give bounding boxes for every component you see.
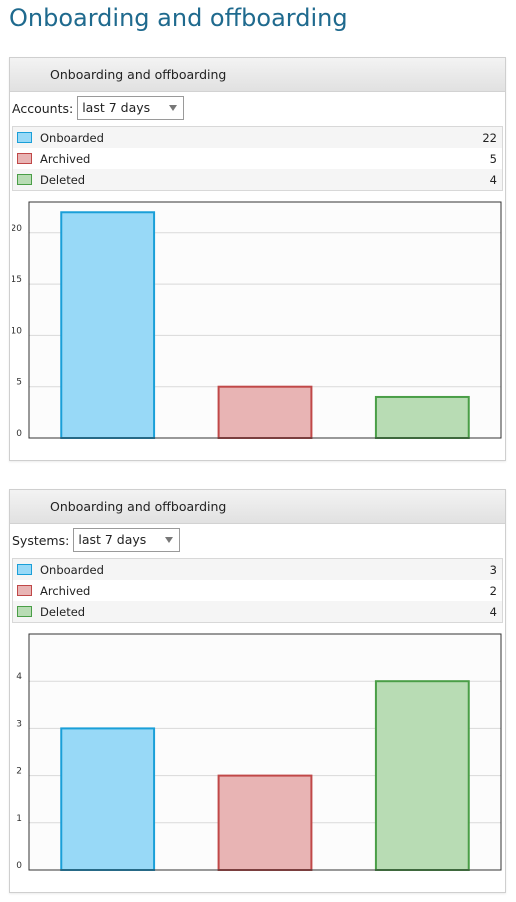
y-tick-label: 5 [16, 632, 22, 635]
period-select-value: last 7 days [78, 532, 147, 547]
legend-label: Archived [40, 151, 91, 166]
bar-archived[interactable] [217, 774, 313, 872]
filter-row: Accounts: last 7 days [10, 92, 505, 124]
legend-item-onboarded: Onboarded 22 [13, 127, 502, 148]
period-select[interactable]: last 7 days [73, 528, 181, 552]
y-tick-label: 20 [12, 224, 22, 234]
legend-swatch [17, 132, 32, 143]
panel-header: Onboarding and offboarding [10, 490, 505, 524]
bar-deleted[interactable] [374, 395, 470, 440]
legend-value: 3 [489, 562, 497, 577]
period-select-value: last 7 days [82, 100, 151, 115]
legend-label: Onboarded [40, 130, 104, 145]
legend-value: 5 [489, 151, 497, 166]
legend-label: Onboarded [40, 562, 104, 577]
legend-value: 2 [489, 583, 497, 598]
filter-label: Accounts: [12, 100, 74, 116]
bar-onboarded[interactable] [60, 211, 156, 440]
panel-header: Onboarding and offboarding [10, 58, 505, 92]
plot-frame [28, 633, 502, 871]
legend-item-deleted: Deleted 4 [13, 169, 502, 190]
y-tick-label: 5 [16, 378, 22, 388]
filter-label: Systems: [12, 532, 70, 548]
systems-bar-chart: 0 1 2 3 4 5 [16, 632, 502, 872]
chevron-down-icon [165, 537, 174, 543]
chevron-down-icon [169, 105, 178, 111]
legend-value: 22 [482, 130, 497, 145]
y-tick-label: 0 [16, 861, 22, 871]
accounts-panel: Onboarding and offboarding Accounts: las… [9, 57, 506, 461]
legend-swatch [17, 606, 32, 617]
y-tick-label: 4 [16, 672, 22, 682]
legend-item-deleted: Deleted 4 [13, 601, 502, 622]
legend-label: Deleted [40, 172, 86, 187]
legend-value: 4 [489, 172, 497, 187]
chart-legend: Onboarded 22 Archived 5 Deleted 4 [12, 126, 503, 191]
bar-archived[interactable] [217, 385, 313, 439]
bar-onboarded[interactable] [60, 727, 156, 872]
legend-item-onboarded: Onboarded 3 [13, 559, 502, 580]
accounts-bar-chart: 0 5 10 15 20 [12, 201, 502, 440]
y-tick-label: 0 [16, 429, 22, 439]
y-tick-label: 10 [12, 326, 22, 336]
legend-swatch [17, 174, 32, 185]
y-tick-label: 2 [16, 767, 22, 777]
y-tick-label: 3 [16, 719, 22, 729]
bar-deleted[interactable] [374, 680, 470, 872]
legend-label: Deleted [40, 604, 86, 619]
chart-legend: Onboarded 3 Archived 2 Deleted 4 [12, 558, 503, 623]
period-select[interactable]: last 7 days [77, 96, 185, 120]
filter-row: Systems: last 7 days [10, 524, 505, 556]
legend-item-archived: Archived 5 [13, 148, 502, 169]
y-tick-label: 1 [16, 814, 22, 824]
legend-value: 4 [489, 604, 497, 619]
legend-swatch [17, 564, 32, 575]
legend-swatch [17, 153, 32, 164]
legend-swatch [17, 585, 32, 596]
legend-item-archived: Archived 2 [13, 580, 502, 601]
page-title: Onboarding and offboarding [9, 4, 348, 32]
legend-label: Archived [40, 583, 91, 598]
plot-frame [28, 201, 502, 439]
systems-panel: Onboarding and offboarding Systems: last… [9, 489, 506, 893]
y-tick-label: 15 [12, 275, 22, 285]
